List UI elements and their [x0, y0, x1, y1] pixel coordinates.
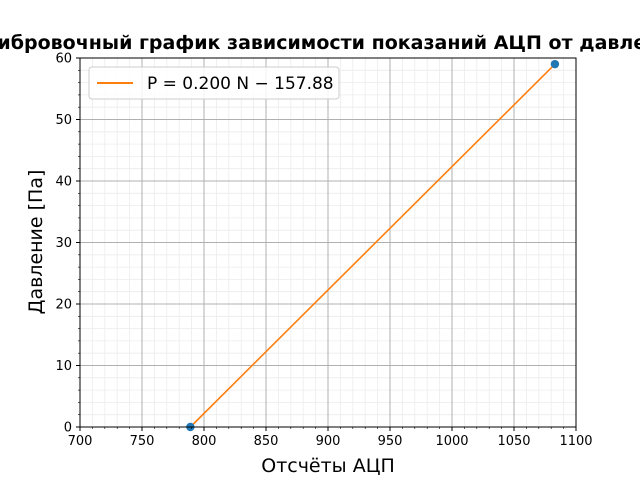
data-point	[550, 59, 560, 69]
chart-title: Калибровочный график зависимости показан…	[0, 32, 640, 54]
x-tick-label: 1000	[435, 434, 468, 449]
legend-label: P = 0.200 N − 157.88	[147, 74, 334, 94]
legend-box	[88, 66, 340, 100]
series-layer	[186, 59, 560, 432]
y-tick-label: 50	[55, 113, 72, 128]
y-tick-label: 40	[55, 175, 72, 190]
y-tick-label: 20	[55, 298, 72, 313]
x-tick-label: 800	[192, 434, 217, 449]
y-axis-label: Давление [Па]	[25, 170, 47, 315]
y-tick-label: 10	[55, 359, 72, 374]
y-tick-label: 60	[55, 52, 72, 67]
x-tick-label: 850	[254, 434, 279, 449]
x-tick-label: 700	[68, 434, 93, 449]
x-tick-labels: 700 750 800 850 900 950 1000 1050 1100	[68, 434, 593, 449]
y-tick-label: 30	[55, 236, 72, 251]
tick-marks	[76, 57, 577, 431]
x-axis-label: Отсчёты АЦП	[261, 455, 395, 477]
x-tick-label: 950	[378, 434, 403, 449]
fit-line	[189, 63, 556, 428]
x-tick-label: 900	[316, 434, 341, 449]
x-tick-label: 750	[130, 434, 155, 449]
y-tick-label: 0	[64, 421, 72, 436]
x-tick-label: 1050	[497, 434, 530, 449]
y-tick-labels: 0 10 20 30 40 50 60	[55, 52, 72, 436]
x-tick-label: 1100	[559, 434, 592, 449]
legend: P = 0.200 N − 157.88	[88, 66, 340, 100]
